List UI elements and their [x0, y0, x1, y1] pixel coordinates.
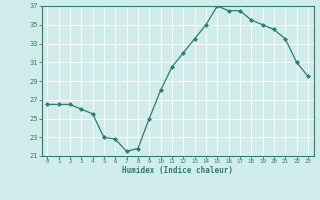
X-axis label: Humidex (Indice chaleur): Humidex (Indice chaleur) [122, 166, 233, 175]
